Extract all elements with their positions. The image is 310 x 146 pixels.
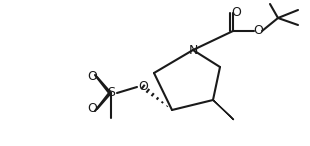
Text: O: O bbox=[87, 102, 97, 115]
Text: O: O bbox=[253, 25, 263, 38]
Text: O: O bbox=[138, 80, 148, 93]
Text: S: S bbox=[107, 86, 115, 100]
Text: O: O bbox=[87, 71, 97, 84]
Text: N: N bbox=[188, 44, 198, 57]
Polygon shape bbox=[213, 100, 234, 120]
Text: O: O bbox=[231, 7, 241, 20]
